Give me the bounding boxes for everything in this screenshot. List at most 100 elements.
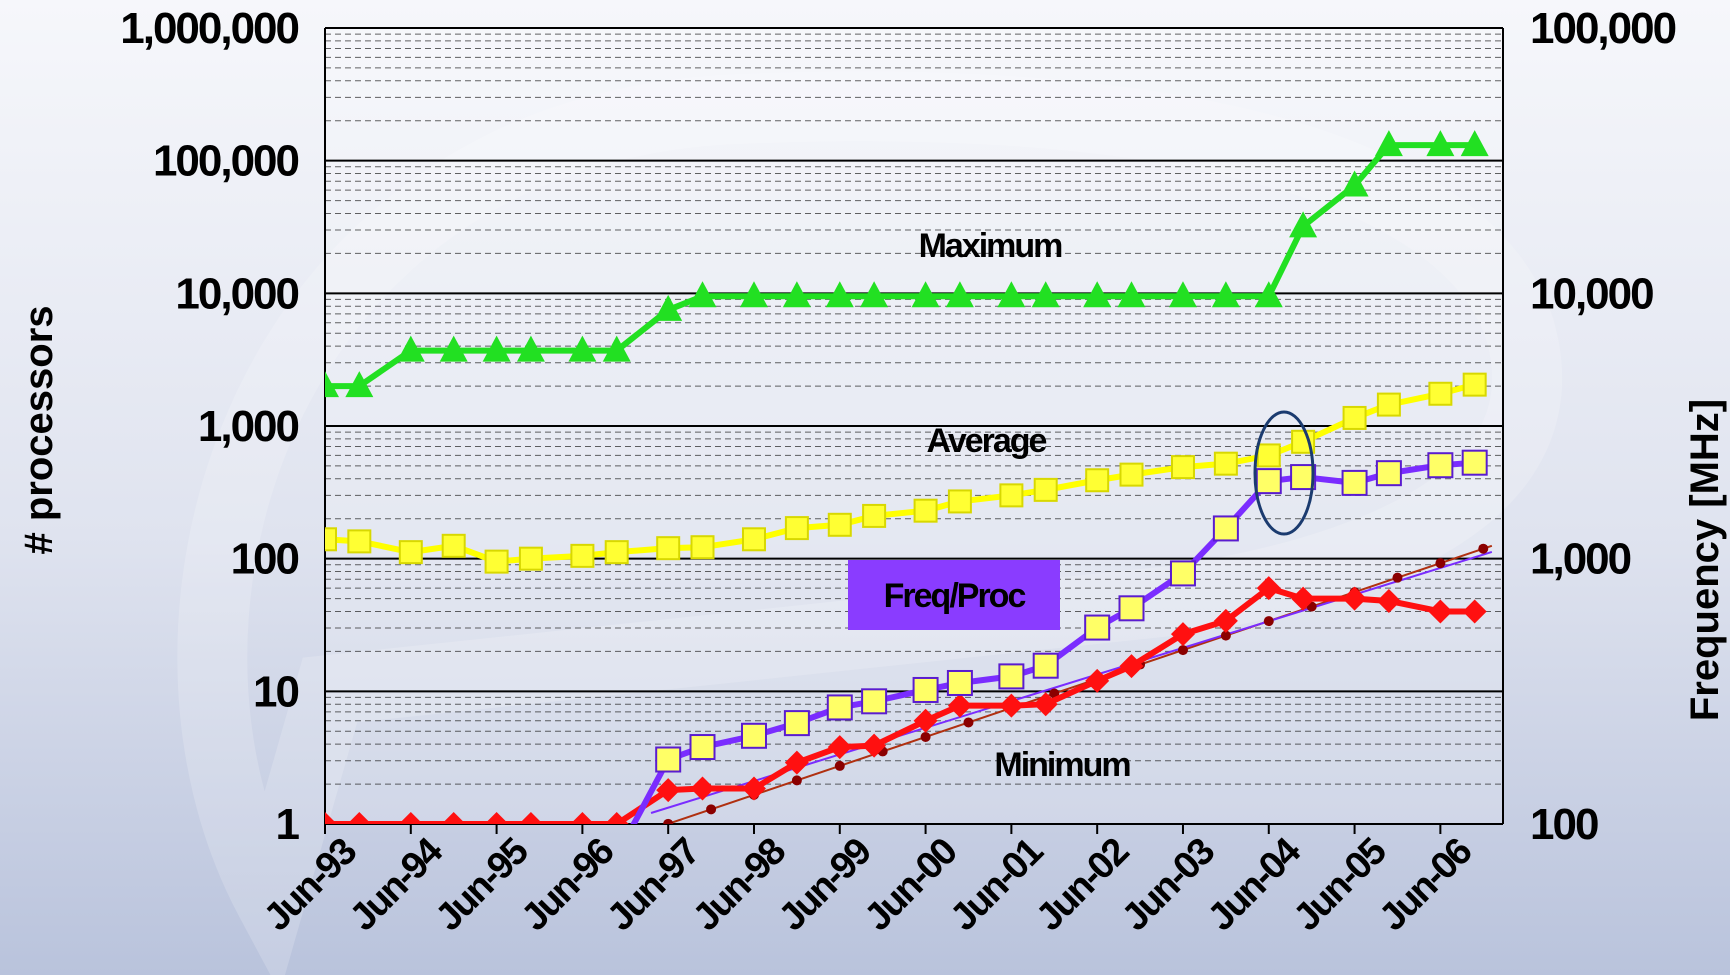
data-point <box>1119 462 1144 487</box>
data-point <box>913 708 938 733</box>
series-average <box>325 372 1487 574</box>
data-point <box>1462 372 1487 397</box>
series-maximum <box>325 130 1489 398</box>
x-tick-label: Jun-06 <box>1372 831 1480 939</box>
data-point <box>1376 588 1401 613</box>
left-tick-label: 10 <box>253 667 298 716</box>
left-tick-label: 100 <box>231 535 299 584</box>
data-point <box>784 750 809 775</box>
data-point <box>345 371 374 398</box>
data-point <box>518 546 543 571</box>
x-tick-label: Jun-05 <box>1286 830 1395 939</box>
data-point <box>1118 595 1145 622</box>
data-point <box>602 335 631 362</box>
data-point <box>441 533 466 558</box>
x-tick-label: Jun-00 <box>857 831 965 939</box>
data-point <box>782 281 811 308</box>
data-point <box>570 812 595 824</box>
data-point <box>945 281 974 308</box>
data-point <box>998 663 1025 690</box>
data-point <box>860 281 889 308</box>
data-point <box>1461 449 1488 476</box>
data-point <box>688 281 717 308</box>
data-point <box>656 536 681 561</box>
data-point <box>439 335 468 362</box>
data-point <box>516 335 545 362</box>
data-point <box>484 549 509 574</box>
series-line <box>325 142 1475 390</box>
data-point <box>1170 455 1195 480</box>
data-point <box>947 489 972 514</box>
data-point <box>656 778 681 803</box>
x-tick-label: Jun-97 <box>599 831 707 939</box>
data-point <box>861 688 888 715</box>
data-point <box>1170 622 1195 647</box>
data-point <box>398 812 423 824</box>
x-tick-label: Jun-95 <box>428 830 537 939</box>
left-tick-label: 1,000,000 <box>120 4 298 53</box>
data-point <box>570 543 595 568</box>
data-point <box>1033 477 1058 502</box>
data-point <box>604 812 629 824</box>
y-axis-title-left: # processors <box>17 305 61 554</box>
left-tick-label: 1 <box>276 800 300 849</box>
x-tick-label: Jun-02 <box>1028 831 1136 939</box>
x-tick-label: Jun-98 <box>685 831 793 939</box>
data-point <box>1460 130 1489 157</box>
data-point <box>1426 130 1455 157</box>
annotation-average: Average <box>927 422 1047 460</box>
right-axis-ticks: 100 1,000 10,000 100,000 <box>1530 4 1678 849</box>
data-point <box>604 540 629 565</box>
data-point <box>1289 211 1318 238</box>
data-point <box>1342 586 1367 611</box>
data-point <box>1211 281 1240 308</box>
data-point <box>739 281 768 308</box>
data-point <box>1032 652 1059 679</box>
data-point <box>484 812 509 824</box>
right-tick-label: 100,000 <box>1530 4 1676 53</box>
x-tick-label: Jun-04 <box>1200 830 1309 939</box>
data-point <box>1256 443 1281 468</box>
data-point <box>911 281 940 308</box>
left-tick-label: 10,000 <box>175 269 298 318</box>
data-point <box>1341 469 1368 496</box>
data-point <box>999 693 1024 718</box>
data-point <box>1117 281 1146 308</box>
data-point <box>827 735 852 760</box>
trendline-dot <box>963 717 974 728</box>
left-tick-label: 1,000 <box>198 402 299 451</box>
trendline-dot <box>706 804 717 815</box>
highlight-ellipse <box>1253 410 1315 536</box>
data-point <box>825 281 854 308</box>
data-point <box>1254 281 1283 308</box>
data-point <box>1085 468 1110 493</box>
y-axis-title-right: Frequency [MHz] <box>1683 399 1727 721</box>
data-point <box>1213 608 1238 633</box>
data-point <box>946 669 973 696</box>
right-tick-label: 1,000 <box>1530 535 1631 584</box>
data-point <box>827 512 852 537</box>
x-tick-label: Jun-99 <box>771 831 879 939</box>
data-point <box>1085 668 1110 693</box>
data-point <box>1428 599 1453 624</box>
data-point <box>441 812 466 824</box>
trendline-dot <box>1392 572 1403 583</box>
data-point <box>689 734 716 761</box>
data-point <box>1428 381 1453 406</box>
data-point <box>347 812 372 824</box>
data-point <box>741 776 766 801</box>
data-point <box>912 676 939 703</box>
data-point <box>740 722 767 749</box>
data-point <box>1033 692 1058 717</box>
data-point <box>1376 392 1401 417</box>
data-point <box>1119 654 1144 679</box>
x-tick-label: Jun-03 <box>1114 831 1222 939</box>
data-point <box>1256 576 1281 601</box>
data-point <box>1340 170 1369 197</box>
trendline-dot <box>834 760 845 771</box>
trendline-dot <box>791 775 802 786</box>
data-point <box>518 812 543 824</box>
trendline-dot <box>1177 645 1188 656</box>
annotation-freq-proc: Freq/Proc <box>884 577 1026 615</box>
